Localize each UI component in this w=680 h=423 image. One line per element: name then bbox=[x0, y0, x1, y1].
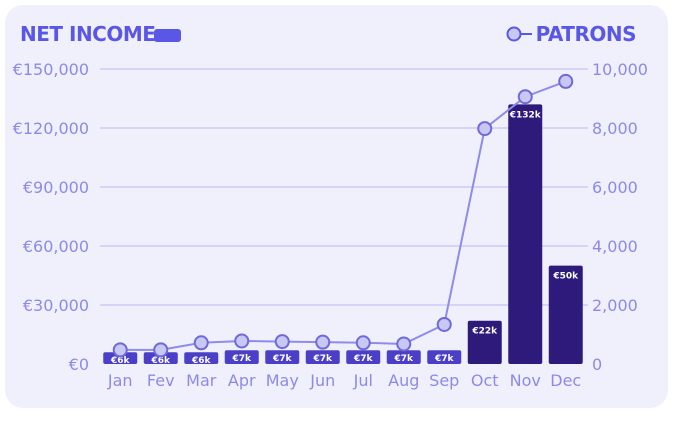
x-axis-label: Jun bbox=[309, 371, 335, 390]
bar-value-label: €6k bbox=[110, 356, 131, 366]
left-axis-tick-label: €90,000 bbox=[23, 178, 89, 197]
patrons-point-jan bbox=[112, 342, 128, 358]
patrons-point-dec bbox=[558, 73, 574, 89]
left-axis-tick-label: €30,000 bbox=[23, 296, 89, 315]
bar-value-label: €132k bbox=[509, 110, 542, 120]
legend-label-patrons: PATRONS bbox=[536, 22, 636, 46]
bar-apr bbox=[224, 350, 259, 364]
bar-jul bbox=[346, 350, 381, 364]
bar-may bbox=[265, 350, 300, 364]
left-axis-tick-label: €120,000 bbox=[13, 119, 89, 138]
left-axis-tick-label: €60,000 bbox=[23, 237, 89, 256]
bar-value-label: €7k bbox=[231, 354, 252, 364]
x-axis-label: Fev bbox=[147, 371, 175, 390]
x-axis-label: Aug bbox=[388, 371, 419, 390]
patrons-point-aug bbox=[396, 336, 412, 352]
x-axis-label: Mar bbox=[186, 371, 217, 390]
legend-bar-swatch bbox=[154, 29, 181, 42]
legend-circle-swatch bbox=[506, 26, 522, 42]
x-axis-label: Jul bbox=[353, 371, 373, 390]
patrons-point-jul bbox=[355, 335, 371, 351]
bar-value-label: €7k bbox=[312, 354, 333, 364]
patrons-point-may bbox=[274, 334, 290, 350]
x-axis-label: May bbox=[266, 371, 299, 390]
x-axis-label: Dec bbox=[550, 371, 581, 390]
bar-aug bbox=[386, 350, 421, 364]
right-axis-tick-label: 8,000 bbox=[592, 119, 638, 138]
bar-value-label: €6k bbox=[191, 356, 212, 366]
left-axis-tick-label: €150,000 bbox=[13, 60, 89, 79]
patrons-point-sep bbox=[436, 316, 452, 332]
bar-sep bbox=[427, 350, 462, 364]
x-axis-label: Jan bbox=[107, 371, 133, 390]
patrons-point-jun bbox=[315, 334, 331, 350]
bar-fev bbox=[143, 352, 178, 364]
right-axis-tick-label: 10,000 bbox=[592, 60, 648, 79]
left-axis-tick-label: €0 bbox=[69, 355, 89, 374]
bar-value-label: €22k bbox=[471, 327, 498, 337]
x-axis-label: Oct bbox=[471, 371, 499, 390]
patrons-point-nov bbox=[517, 89, 533, 105]
right-axis-tick-label: 0 bbox=[592, 355, 602, 374]
bar-nov bbox=[508, 104, 543, 365]
right-axis-tick-label: 6,000 bbox=[592, 178, 638, 197]
bar-jan bbox=[103, 352, 138, 364]
bar-mar bbox=[184, 352, 219, 364]
patrons-point-oct bbox=[477, 121, 493, 137]
patrons-point-apr bbox=[234, 333, 250, 349]
right-axis-tick-label: 2,000 bbox=[592, 296, 638, 315]
patrons-point-mar bbox=[193, 335, 209, 351]
patrons-point-fev bbox=[153, 342, 169, 358]
bar-value-label: €6k bbox=[150, 356, 171, 366]
x-axis-label: Nov bbox=[510, 371, 541, 390]
bar-oct bbox=[467, 320, 502, 364]
bar-jun bbox=[305, 350, 340, 364]
bar-value-label: €7k bbox=[434, 354, 455, 364]
x-axis-label: Sep bbox=[429, 371, 459, 390]
bar-value-label: €7k bbox=[393, 354, 414, 364]
legend-label-net-income: NET INCOME bbox=[20, 22, 155, 46]
bar-value-label: €7k bbox=[353, 354, 374, 364]
bar-dec bbox=[548, 265, 583, 364]
bar-value-label: €50k bbox=[552, 272, 579, 282]
patrons-line bbox=[120, 80, 567, 351]
right-axis-tick-label: 4,000 bbox=[592, 237, 638, 256]
x-axis-label: Apr bbox=[228, 371, 256, 390]
bar-value-label: €7k bbox=[272, 354, 293, 364]
